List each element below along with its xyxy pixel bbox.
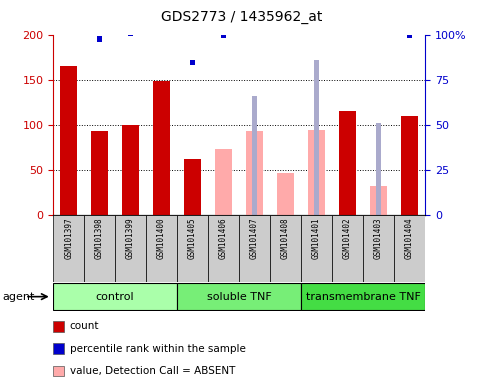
Bar xyxy=(91,131,108,215)
Text: GSM101407: GSM101407 xyxy=(250,217,259,259)
Bar xyxy=(345,27,350,33)
Bar xyxy=(301,215,332,282)
Bar xyxy=(215,149,232,215)
Text: GSM101399: GSM101399 xyxy=(126,217,135,259)
Bar xyxy=(53,283,177,310)
Bar xyxy=(252,96,257,215)
Text: GSM101403: GSM101403 xyxy=(374,217,383,259)
Bar xyxy=(308,130,325,215)
Bar xyxy=(177,215,208,282)
Text: GDS2773 / 1435962_at: GDS2773 / 1435962_at xyxy=(161,10,322,23)
Bar xyxy=(190,60,196,65)
Text: GSM101398: GSM101398 xyxy=(95,217,104,259)
Bar xyxy=(208,215,239,282)
Text: count: count xyxy=(70,321,99,331)
Bar xyxy=(115,215,146,282)
Text: transmembrane TNF: transmembrane TNF xyxy=(306,291,421,302)
Bar xyxy=(394,215,425,282)
Bar xyxy=(146,215,177,282)
Text: GSM101402: GSM101402 xyxy=(343,217,352,259)
Bar xyxy=(184,159,201,215)
Bar xyxy=(66,13,71,18)
Bar xyxy=(60,66,77,215)
Bar xyxy=(97,36,102,42)
Bar xyxy=(53,215,84,282)
Bar xyxy=(159,24,164,29)
Text: GSM101400: GSM101400 xyxy=(157,217,166,259)
Text: agent: agent xyxy=(2,291,35,302)
Text: percentile rank within the sample: percentile rank within the sample xyxy=(70,344,245,354)
Bar xyxy=(246,131,263,215)
Bar xyxy=(122,125,139,215)
Bar xyxy=(153,81,170,215)
Bar xyxy=(332,215,363,282)
Bar xyxy=(277,173,294,215)
Text: control: control xyxy=(96,291,134,302)
Bar xyxy=(128,31,133,36)
Bar xyxy=(177,283,301,310)
Text: GSM101397: GSM101397 xyxy=(64,217,73,259)
Bar xyxy=(363,215,394,282)
Text: GSM101404: GSM101404 xyxy=(405,217,414,259)
Text: GSM101406: GSM101406 xyxy=(219,217,228,259)
Text: GSM101408: GSM101408 xyxy=(281,217,290,259)
Bar xyxy=(370,186,387,215)
Bar xyxy=(270,215,301,282)
Bar xyxy=(239,215,270,282)
Text: GSM101405: GSM101405 xyxy=(188,217,197,259)
Text: value, Detection Call = ABSENT: value, Detection Call = ABSENT xyxy=(70,366,235,376)
Bar xyxy=(376,123,382,215)
Bar xyxy=(221,33,227,38)
Bar xyxy=(301,283,425,310)
Bar xyxy=(401,116,418,215)
Bar xyxy=(84,215,115,282)
Bar xyxy=(407,33,412,38)
Text: soluble TNF: soluble TNF xyxy=(207,291,271,302)
Bar xyxy=(314,60,319,215)
Bar xyxy=(339,111,356,215)
Text: GSM101401: GSM101401 xyxy=(312,217,321,259)
